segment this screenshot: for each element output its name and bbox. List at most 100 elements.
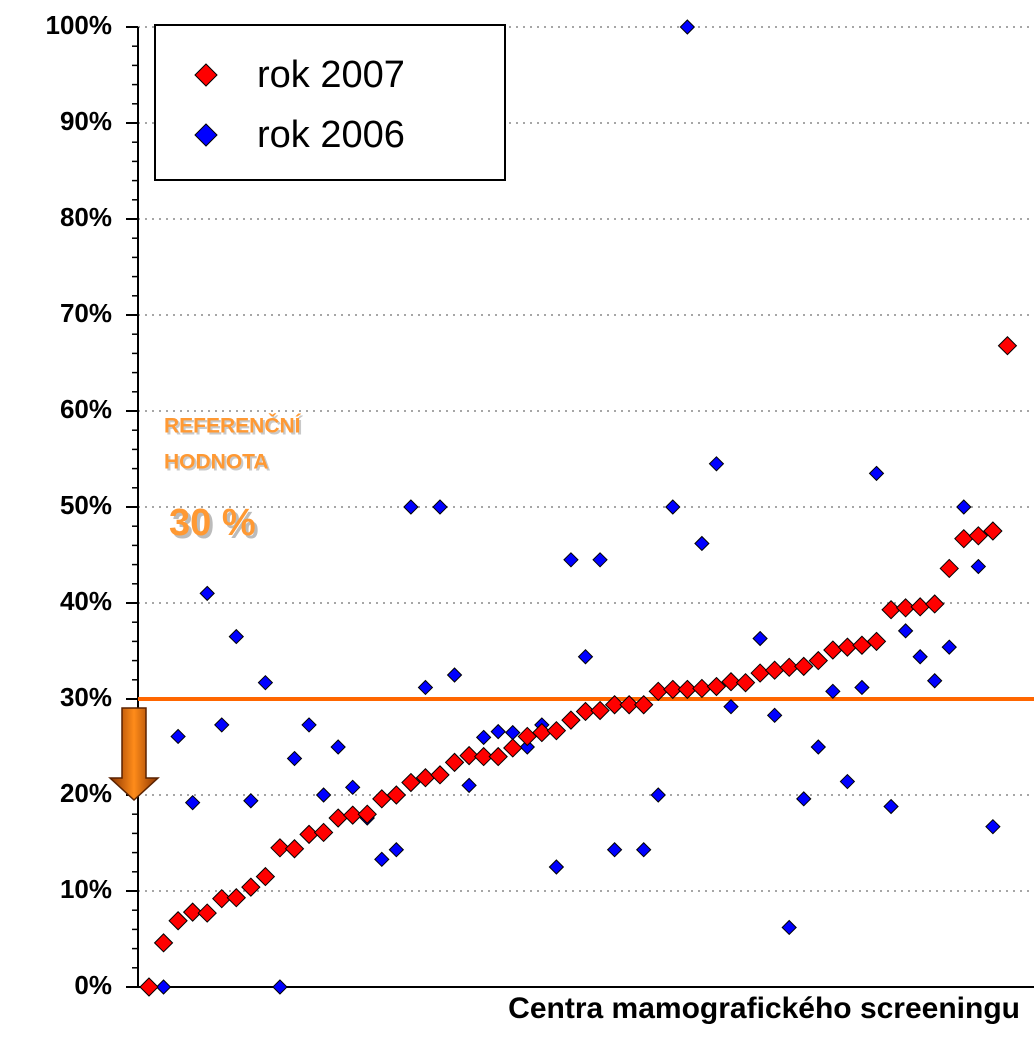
legend-box bbox=[155, 25, 505, 180]
point bbox=[838, 638, 856, 656]
point bbox=[300, 825, 318, 843]
y-tick-label: 80% bbox=[60, 202, 112, 232]
point bbox=[504, 739, 522, 757]
point bbox=[811, 740, 825, 754]
point bbox=[518, 727, 536, 745]
point bbox=[608, 843, 622, 857]
point bbox=[171, 729, 185, 743]
point bbox=[724, 700, 738, 714]
legend-label: rok 2007 bbox=[257, 54, 405, 96]
point bbox=[957, 500, 971, 514]
point bbox=[315, 823, 333, 841]
point bbox=[198, 904, 216, 922]
y-tick-label: 100% bbox=[46, 10, 113, 40]
point bbox=[329, 809, 347, 827]
point bbox=[506, 726, 520, 740]
point bbox=[489, 748, 507, 766]
point bbox=[477, 730, 491, 744]
y-tick-label: 50% bbox=[60, 490, 112, 520]
point bbox=[549, 860, 563, 874]
point bbox=[431, 766, 449, 784]
down-arrow bbox=[110, 708, 158, 800]
y-tick-label: 90% bbox=[60, 106, 112, 136]
point bbox=[651, 788, 665, 802]
point bbox=[824, 641, 842, 659]
y-tick-label: 70% bbox=[60, 298, 112, 328]
point bbox=[797, 792, 811, 806]
point bbox=[870, 466, 884, 480]
point bbox=[169, 912, 187, 930]
point bbox=[884, 800, 898, 814]
y-tick-label: 40% bbox=[60, 586, 112, 616]
point bbox=[462, 778, 476, 792]
point bbox=[666, 500, 680, 514]
point bbox=[955, 530, 973, 548]
point bbox=[331, 740, 345, 754]
point bbox=[969, 527, 987, 545]
point bbox=[256, 868, 274, 886]
y-tick-label: 20% bbox=[60, 778, 112, 808]
point bbox=[899, 624, 913, 638]
point bbox=[942, 640, 956, 654]
point bbox=[709, 457, 723, 471]
point bbox=[826, 684, 840, 698]
point bbox=[416, 769, 434, 787]
point bbox=[229, 630, 243, 644]
point bbox=[868, 632, 886, 650]
point bbox=[346, 780, 360, 794]
point bbox=[302, 718, 316, 732]
reference-label: 30 % bbox=[169, 502, 256, 544]
point bbox=[693, 679, 711, 697]
point bbox=[491, 725, 505, 739]
point bbox=[242, 878, 260, 896]
point bbox=[244, 794, 258, 808]
point bbox=[940, 559, 958, 577]
point bbox=[317, 788, 331, 802]
point bbox=[389, 843, 403, 857]
point bbox=[433, 500, 447, 514]
point bbox=[637, 843, 651, 857]
point bbox=[404, 500, 418, 514]
point bbox=[155, 934, 173, 952]
point bbox=[707, 678, 725, 696]
point bbox=[986, 820, 1000, 834]
point bbox=[928, 674, 942, 688]
point bbox=[751, 664, 769, 682]
point bbox=[387, 786, 405, 804]
point bbox=[564, 553, 578, 567]
point bbox=[695, 536, 709, 550]
x-axis-title: Centra mamografického screeningu bbox=[508, 992, 1020, 1025]
point bbox=[215, 718, 229, 732]
point bbox=[186, 796, 200, 810]
point bbox=[418, 680, 432, 694]
point bbox=[258, 676, 272, 690]
y-tick-label: 60% bbox=[60, 394, 112, 424]
point bbox=[547, 722, 565, 740]
point bbox=[579, 650, 593, 664]
y-tick-label: 0% bbox=[74, 970, 112, 1000]
point bbox=[375, 852, 389, 866]
point bbox=[855, 680, 869, 694]
point bbox=[680, 20, 694, 34]
point bbox=[402, 774, 420, 792]
annotation: REFERENČNÍ bbox=[164, 414, 302, 438]
y-tick-label: 10% bbox=[60, 874, 112, 904]
point bbox=[971, 560, 985, 574]
point bbox=[448, 668, 462, 682]
point bbox=[140, 978, 158, 996]
point bbox=[766, 661, 784, 679]
point bbox=[998, 337, 1016, 355]
point bbox=[984, 522, 1002, 540]
point bbox=[911, 598, 929, 616]
annotation: HODNOTA bbox=[164, 451, 269, 474]
point bbox=[288, 752, 302, 766]
point bbox=[768, 708, 782, 722]
point bbox=[273, 980, 287, 994]
y-tick-label: 30% bbox=[60, 682, 112, 712]
point bbox=[926, 595, 944, 613]
legend-label: rok 2006 bbox=[257, 114, 405, 156]
point bbox=[782, 920, 796, 934]
point bbox=[286, 840, 304, 858]
point bbox=[737, 674, 755, 692]
